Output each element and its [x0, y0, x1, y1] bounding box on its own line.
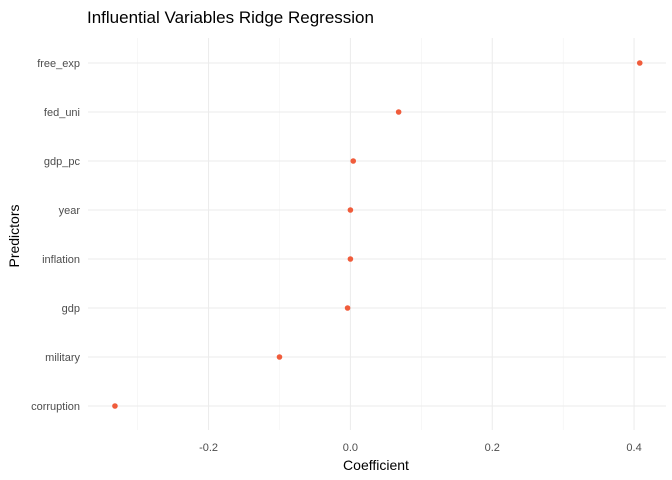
- data-point: [395, 109, 402, 115]
- data-point: [350, 158, 357, 164]
- x-axis-title: Coefficient: [343, 457, 409, 473]
- x-tick-label: -0.2: [199, 442, 218, 454]
- y-tick-label: gdp_pc: [44, 156, 81, 168]
- y-axis-title: Predictors: [6, 204, 22, 267]
- y-tick-label: corruption: [31, 401, 80, 413]
- chart-title: Influential Variables Ridge Regression: [87, 8, 374, 27]
- x-tick-label: 0.2: [485, 442, 500, 454]
- x-axis-tick-labels: -0.2 0.0 0.2 0.4: [199, 442, 642, 454]
- data-point: [636, 60, 643, 66]
- data-points: [112, 60, 643, 409]
- y-tick-label: free_exp: [37, 58, 80, 70]
- x-tick-label: 0.0: [343, 442, 358, 454]
- data-point: [112, 403, 118, 409]
- x-tick-label: 0.4: [626, 442, 641, 454]
- y-tick-label: fed_uni: [44, 107, 80, 119]
- y-tick-label: year: [59, 205, 81, 217]
- major-gridlines: [88, 38, 666, 430]
- data-point: [347, 207, 354, 213]
- data-point: [347, 256, 354, 262]
- minor-gridlines: [137, 38, 564, 430]
- y-tick-label: gdp: [62, 303, 80, 315]
- data-point: [344, 305, 351, 311]
- data-point: [276, 354, 283, 360]
- y-tick-label: inflation: [42, 254, 80, 266]
- y-tick-label: military: [45, 352, 80, 364]
